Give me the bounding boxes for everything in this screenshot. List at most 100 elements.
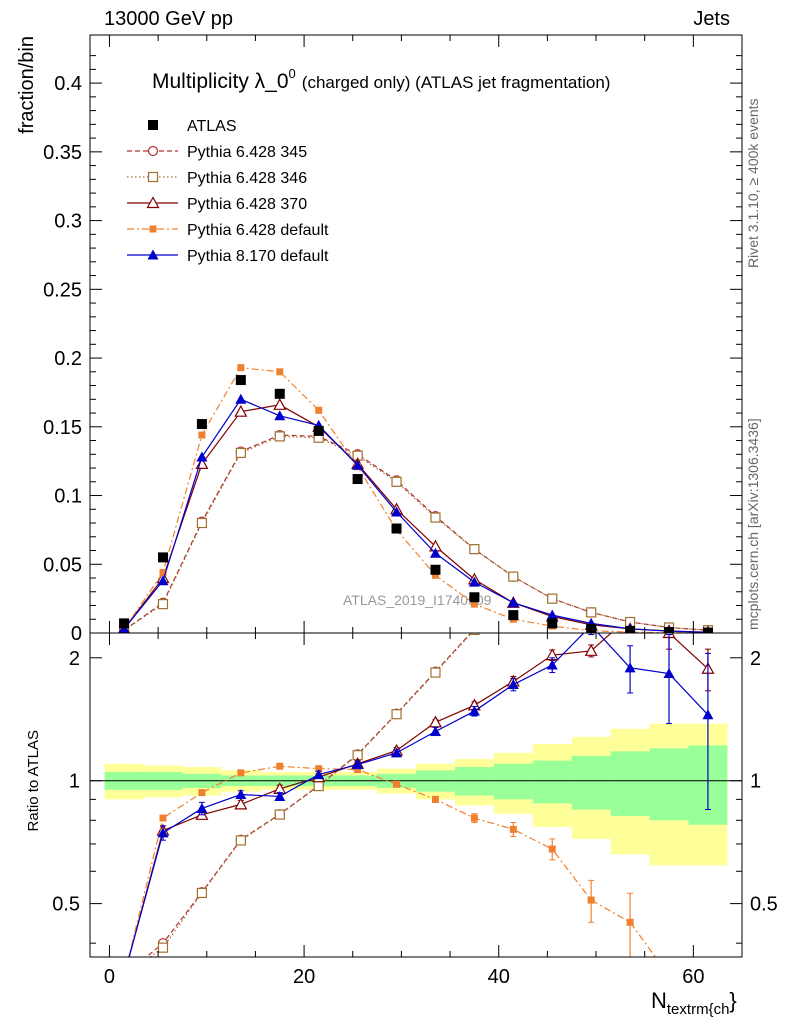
ratio-point — [119, 970, 130, 980]
series-point — [237, 364, 245, 372]
x-tick-label: 20 — [293, 966, 315, 988]
chart-title-superscript: 0 — [289, 66, 296, 81]
ratio-tick-label-right: 2 — [750, 648, 761, 670]
data-point — [391, 523, 402, 534]
chart-title-suffix: (charged only) (ATLAS jet fragmentation) — [302, 73, 611, 92]
ratio-point — [470, 814, 478, 822]
ratio-point — [663, 668, 675, 679]
legend-label: Pythia 6.428 default — [187, 222, 329, 239]
x-tick-label: 40 — [488, 966, 510, 988]
ratio-point — [626, 918, 634, 926]
ratio-point — [274, 790, 286, 801]
ratio-band-inner — [493, 763, 533, 800]
series-point — [352, 459, 364, 470]
series-point — [157, 575, 169, 586]
series-point — [507, 597, 519, 608]
x-axis-label-main: N — [651, 988, 667, 1013]
data-point — [586, 623, 597, 633]
ratio-point — [471, 633, 478, 635]
ratio-tick-label: 0.5 — [52, 894, 80, 916]
series-point — [391, 506, 403, 517]
ratio-point — [665, 612, 674, 621]
ratio-point — [391, 709, 402, 720]
series-line-main — [123, 367, 708, 633]
ratio-point — [507, 679, 519, 690]
y-tick-label: 0.15 — [43, 417, 82, 439]
ratio-point — [546, 659, 558, 670]
y-tick-label: 0.3 — [54, 211, 82, 233]
data-point — [235, 375, 246, 386]
main-plot-area: ATLAS_2019_I1740909 — [118, 364, 714, 633]
rivet-version-label: Rivet 3.1.10, ≥ 400k events — [745, 98, 761, 268]
ratio-point — [313, 769, 325, 780]
ratio-point — [276, 762, 284, 770]
ratio-point — [431, 795, 439, 803]
legend-label: ATLAS — [187, 118, 237, 135]
series-line-main — [123, 434, 708, 631]
ratio-point — [352, 759, 364, 770]
mcplots-label: mcplots.cern.ch [arXiv:1306.3436] — [745, 418, 761, 630]
ratio-point — [548, 845, 556, 853]
legend-marker — [147, 145, 159, 157]
y-tick-label: 0.1 — [54, 486, 82, 508]
ratio-point — [315, 765, 323, 773]
series-point — [273, 398, 287, 410]
ratio-point — [159, 814, 167, 822]
ratio-band-inner — [610, 751, 650, 816]
ratio-point — [157, 942, 169, 953]
ratio-point — [429, 725, 441, 736]
legend-label: Pythia 6.428 345 — [187, 144, 307, 161]
ratio-point — [121, 972, 128, 979]
series-line-ratio — [128, 633, 709, 957]
ratio-point — [428, 715, 442, 728]
series-point — [469, 544, 480, 555]
series-point — [468, 576, 480, 587]
ratio-point — [584, 644, 598, 656]
ratio-point — [703, 612, 712, 621]
ratio-point — [119, 970, 130, 980]
ratio-band-inner — [649, 748, 689, 821]
series-point — [159, 569, 167, 577]
y-tick-label: 0.4 — [54, 73, 82, 95]
x-axis-label-end: } — [729, 988, 736, 1013]
data-point — [664, 627, 675, 633]
y-tick-label: 0 — [71, 623, 82, 645]
ratio-point — [354, 766, 362, 774]
data-point — [469, 592, 480, 603]
data-point — [352, 474, 363, 485]
ratio-frame — [89, 632, 743, 958]
ratio-point — [235, 835, 246, 846]
series-point — [391, 476, 402, 487]
series-point — [586, 607, 597, 618]
chart-title-main: Multiplicity λ_0 — [152, 70, 289, 93]
legend-marker — [147, 171, 159, 183]
ratio-point — [393, 780, 401, 788]
ratio-point — [509, 825, 517, 833]
series-point — [157, 599, 169, 610]
ratio-point — [157, 827, 169, 838]
data-point — [196, 419, 207, 430]
ratio-point — [196, 802, 208, 813]
data-point — [157, 552, 168, 563]
data-point — [430, 564, 441, 575]
series-point — [274, 410, 286, 421]
ratio-point — [468, 705, 480, 716]
ratio-point — [120, 971, 129, 980]
legend-label: Pythia 6.428 370 — [187, 196, 307, 213]
data-point — [547, 618, 558, 629]
legend-marker — [146, 196, 160, 209]
x-axis-label: Ntextrm{ch} — [651, 988, 737, 1018]
series-point — [274, 431, 285, 442]
ratio-point — [702, 709, 714, 720]
data-point — [625, 625, 636, 633]
series-point — [235, 393, 247, 404]
y-axis-label: fraction/bin — [16, 36, 38, 134]
series-line-main — [123, 398, 708, 633]
header-right-text: Jets — [693, 8, 730, 30]
ratio-point — [274, 809, 285, 820]
ratio-point — [391, 747, 403, 758]
data-point — [702, 627, 713, 633]
ratio-axis-label: Ratio to ATLAS — [25, 730, 42, 831]
ratio-point — [666, 972, 673, 979]
data-point — [274, 388, 285, 399]
